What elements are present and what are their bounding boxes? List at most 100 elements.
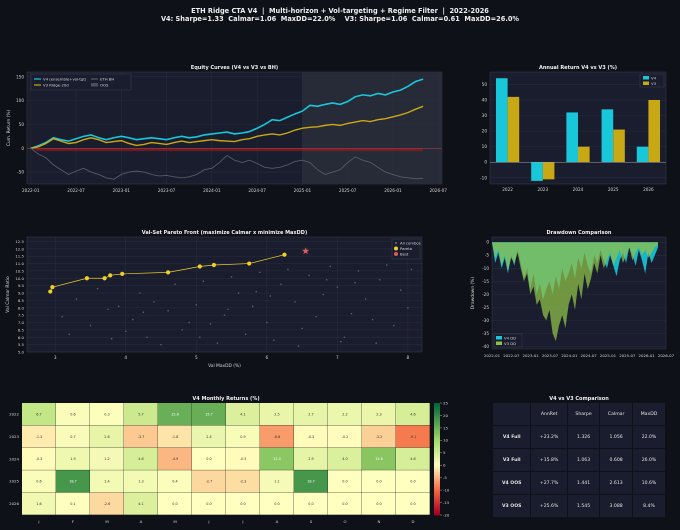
heatmap-cell bbox=[22, 470, 56, 493]
heatmap-cell-label: 1.1 bbox=[274, 480, 279, 484]
combo-point bbox=[322, 293, 325, 296]
heatmap-cell bbox=[294, 470, 328, 493]
pareto-legend-box bbox=[391, 238, 421, 260]
combo-point bbox=[315, 315, 317, 318]
heatmap-cell bbox=[328, 403, 362, 426]
colorbar-segment bbox=[434, 487, 440, 490]
colorbar-segment bbox=[434, 431, 440, 434]
heatmap-cell-label: 15.6 bbox=[171, 412, 179, 416]
heatmap-cell-label: 4.6 bbox=[410, 412, 415, 416]
table-cell: 8.4% bbox=[632, 494, 666, 518]
heatmap-cell-label: 18.7 bbox=[69, 480, 77, 484]
pareto-xlabel: Val MaxDD (%) bbox=[208, 363, 241, 369]
dd-xtick: 2025-07 bbox=[619, 353, 636, 358]
table-cell: 2.613 bbox=[599, 471, 634, 495]
heatmap-cell-label: 4.0 bbox=[342, 457, 347, 461]
heatmap-cell bbox=[192, 447, 226, 470]
heatmap-cell-label: 1.2 bbox=[104, 457, 109, 461]
heatmap-cell-label: 0.0 bbox=[376, 480, 381, 484]
heatmap-cell-label: -3.7 bbox=[138, 435, 145, 439]
equity-line-0 bbox=[30, 78, 424, 150]
pareto-ytick: 12.0 bbox=[15, 246, 24, 251]
heatmap-cell bbox=[56, 470, 90, 493]
annual-bar-V3-2022 bbox=[507, 96, 520, 163]
pareto-point bbox=[282, 252, 287, 257]
combo-point bbox=[117, 305, 120, 308]
combo-point bbox=[400, 289, 402, 291]
best-star bbox=[302, 247, 310, 255]
colorbar-segment bbox=[434, 408, 440, 411]
heatmap-cell-label: -9.1 bbox=[410, 435, 417, 439]
combo-point bbox=[294, 301, 296, 303]
heatmap-cell bbox=[192, 425, 226, 448]
heatmap-cell bbox=[260, 425, 294, 448]
colorbar-segment bbox=[434, 438, 440, 441]
colorbar-label: -20 bbox=[443, 512, 450, 517]
heatmap-cell-label: 18.7 bbox=[307, 480, 315, 484]
equity-xtick: 2024-01 bbox=[203, 188, 221, 193]
combo-point bbox=[124, 330, 127, 333]
pareto-point bbox=[211, 262, 217, 268]
heatmap-cell bbox=[226, 447, 260, 470]
heatmap-cell bbox=[260, 403, 294, 426]
table-cell: 1.441 bbox=[566, 471, 601, 495]
colorbar-label: 20 bbox=[443, 413, 448, 418]
heatmap-cell bbox=[226, 470, 260, 493]
heatmap-cell-label: 0.0 bbox=[206, 457, 211, 461]
dd-ytick: -40 bbox=[482, 344, 489, 349]
pareto-ytick: 7.0 bbox=[18, 320, 25, 325]
colorbar-segment bbox=[434, 500, 440, 503]
table-row-label: V4 OOS bbox=[491, 471, 532, 495]
combo-point bbox=[160, 343, 162, 346]
table-cell: +27.7% bbox=[530, 471, 568, 495]
dd-ytick: -20 bbox=[482, 292, 489, 297]
heatmap-cell-label: 0.4 bbox=[172, 480, 177, 484]
colorbar-label: 25 bbox=[443, 400, 448, 405]
pareto-point bbox=[165, 270, 171, 275]
heatmap-cell bbox=[362, 403, 396, 426]
table-cell: 3.088 bbox=[599, 494, 634, 518]
pareto-ytick: 11.5 bbox=[15, 254, 24, 259]
legend-label-3: OOS bbox=[100, 82, 109, 87]
pareto-xtick: 5 bbox=[195, 355, 198, 360]
annual-ytick: 0 bbox=[484, 160, 487, 165]
table-row: V3 OOS +25.6% 1.545 3.088 8.4% bbox=[491, 494, 666, 518]
combo-point bbox=[266, 321, 268, 324]
combo-point bbox=[251, 305, 254, 308]
heatmap-cell bbox=[294, 403, 328, 426]
equity-line-1 bbox=[30, 105, 424, 149]
colorbar-segment bbox=[434, 404, 440, 408]
combo-point bbox=[227, 308, 229, 311]
annual-xtick: 2022 bbox=[502, 187, 513, 192]
annual-ytick: 40 bbox=[482, 98, 488, 103]
heatmap-cell-label: 2.3 bbox=[376, 412, 381, 416]
combo-point bbox=[325, 278, 328, 281]
annual-bar-V4-2026 bbox=[636, 146, 649, 163]
bh-drawdown-fill bbox=[30, 148, 424, 152]
combo-point bbox=[132, 318, 134, 321]
combo-point bbox=[336, 286, 339, 288]
pareto-ytick: 8.5 bbox=[18, 298, 25, 303]
heatmap-cell bbox=[396, 470, 430, 493]
colorbar-segment bbox=[434, 423, 440, 426]
table-header-cell: AnnRet bbox=[530, 402, 568, 426]
colorbar-segment bbox=[434, 472, 440, 475]
colorbar-segment bbox=[434, 462, 440, 465]
pareto-xtick: 4 bbox=[124, 355, 127, 360]
colorbar-segment bbox=[434, 488, 440, 492]
pareto-legend-swatch-2 bbox=[394, 252, 398, 256]
heatmap-cell-label: 4.1 bbox=[240, 412, 245, 416]
heatmap-row-label: 2023 bbox=[9, 434, 19, 439]
combo-point bbox=[142, 311, 145, 313]
heatmap-cell-label: 0.0 bbox=[376, 502, 381, 506]
heatmap-col-label: M bbox=[173, 519, 176, 524]
heatmap-cell bbox=[396, 447, 430, 470]
dd-xtick: 2026-01 bbox=[639, 353, 656, 358]
combo-point bbox=[139, 292, 141, 294]
heatmap-cell-label: 2.6 bbox=[104, 435, 109, 439]
colorbar-segment bbox=[434, 475, 440, 479]
heatmap-cell bbox=[56, 447, 90, 470]
heatmap-cell bbox=[362, 447, 396, 470]
